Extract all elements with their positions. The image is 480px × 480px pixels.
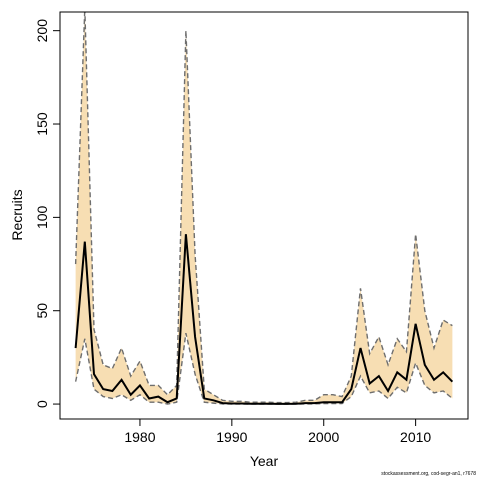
plot-series-group [74, 12, 454, 405]
x-tick-label: 1980 [124, 429, 155, 445]
y-axis: 0 50 100 150 200 [34, 19, 60, 408]
x-tick-label: 2010 [400, 429, 431, 445]
credit-text: stockassessment.org, cod-segr-an1, r7678 [381, 471, 476, 477]
y-tick-label: 200 [34, 19, 50, 43]
plot-area [74, 12, 454, 405]
x-tick-label: 2000 [308, 429, 339, 445]
x-tick-label: 1990 [216, 429, 247, 445]
plot-frame [59, 11, 469, 420]
x-axis: 1980 1990 2000 2010 [124, 419, 431, 445]
y-tick-label: 0 [34, 400, 50, 408]
y-tick-label: 150 [34, 112, 50, 136]
y-axis-title: Recruits [9, 189, 25, 240]
upper-bound-line [74, 12, 453, 404]
y-tick-label: 100 [34, 205, 50, 229]
y-tick-label: 50 [34, 303, 50, 319]
estimate-line [74, 234, 454, 405]
x-axis-title: Year [250, 453, 279, 469]
